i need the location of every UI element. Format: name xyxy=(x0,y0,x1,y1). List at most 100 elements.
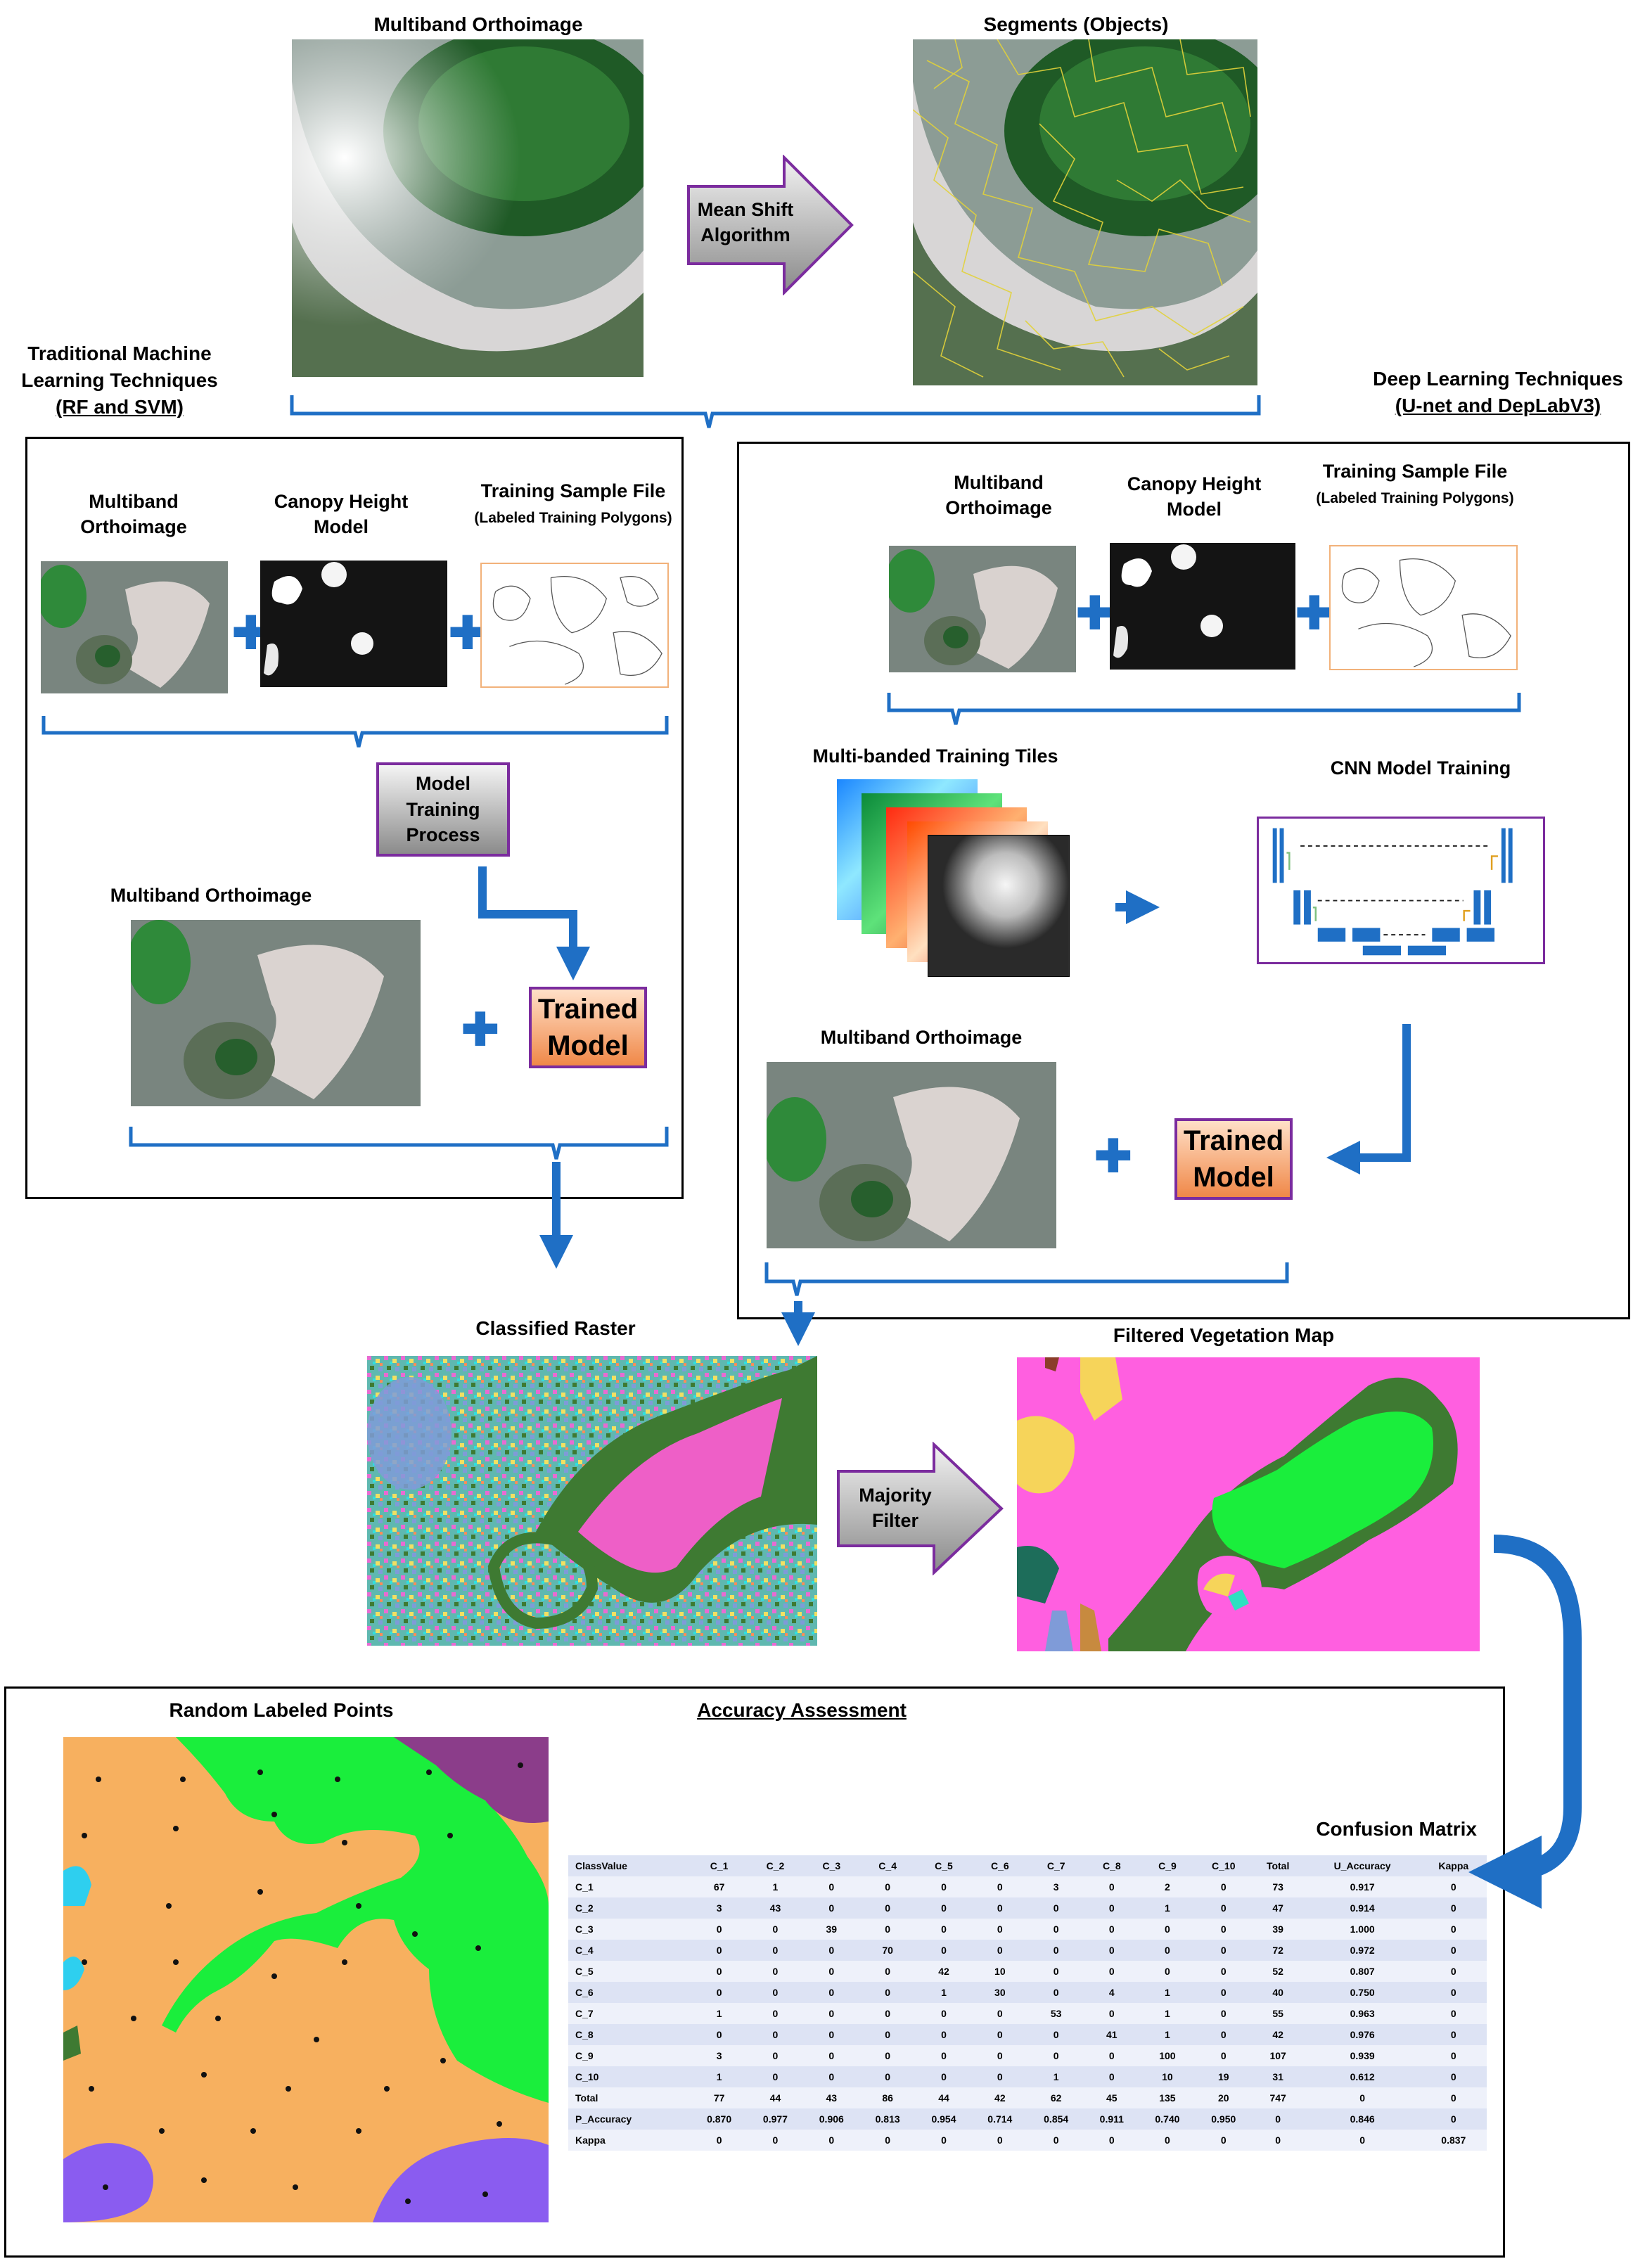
matrix-row: P_Accuracy 0.870 0.977 0.906 0.813 0.954 0.714… xyxy=(568,2108,1487,2130)
matrix-row: C_3 0 0 39 0 0 0 0 0 0 0 39 1.000 0 xyxy=(568,1919,1487,1940)
matrix-cell: 42 xyxy=(1251,2024,1305,2045)
classified-title: Classified Raster xyxy=(475,1317,636,1339)
matrix-cell: 0 xyxy=(859,2024,916,2045)
matrix-cell: C_9 xyxy=(1139,1855,1196,1876)
matrix-cell: 0 xyxy=(1195,2045,1252,2066)
matrix-cell: C_3 xyxy=(568,1919,691,1940)
matrix-cell: 0.714 xyxy=(971,2108,1028,2130)
matrix-cell: 0 xyxy=(1420,1940,1487,1961)
matrix-cell: 43 xyxy=(803,2087,860,2108)
matrix-cell: 10 xyxy=(1139,2066,1196,2087)
trad-ortho-label: Multiband Orthoimage xyxy=(80,491,187,538)
matrix-cell: 19 xyxy=(1195,2066,1252,2087)
matrix-row: C_5 0 0 0 0 42 10 0 0 0 0 52 0.807 0 xyxy=(568,1961,1487,1982)
traditional-subheading: (RF and SVM) xyxy=(56,395,184,418)
matrix-cell: 100 xyxy=(1139,2045,1196,2066)
deep-heading-text: Deep Learning Techniques xyxy=(1373,368,1623,390)
matrix-cell: 0 xyxy=(971,1876,1028,1897)
matrix-cell: 53 xyxy=(1027,2003,1084,2024)
matrix-cell: 107 xyxy=(1251,2045,1305,2066)
matrix-cell: 0 xyxy=(1420,2087,1487,2108)
matrix-cell: 0 xyxy=(1084,2003,1139,2024)
matrix-cell: P_Accuracy xyxy=(568,2108,691,2130)
matrix-cell: 0 xyxy=(1027,2045,1084,2066)
matrix-cell: 0 xyxy=(1420,1897,1487,1919)
matrix-cell: 0 xyxy=(1027,2024,1084,2045)
matrix-cell: 0 xyxy=(1420,2024,1487,2045)
matrix-cell: 0 xyxy=(971,1919,1028,1940)
matrix-cell: ClassValue xyxy=(568,1855,691,1876)
matrix-cell: 0.854 xyxy=(1027,2108,1084,2130)
matrix-cell: 0 xyxy=(859,1897,916,1919)
matrix-cell: 0 xyxy=(1084,2066,1139,2087)
matrix-cell: 1 xyxy=(1139,1982,1196,2003)
traditional-heading-text: Traditional Machine Learning Techniques xyxy=(21,343,218,391)
matrix-cell: 0 xyxy=(1251,2108,1305,2130)
random-points-map xyxy=(63,1737,549,2222)
matrix-cell: 135 xyxy=(1139,2087,1196,2108)
tiles-title: Multi-banded Training Tiles xyxy=(812,745,1058,767)
matrix-cell: 0 xyxy=(747,2003,804,2024)
matrix-cell: 0 xyxy=(1139,1919,1196,1940)
matrix-cell: 0 xyxy=(803,2045,860,2066)
matrix-cell: 0 xyxy=(859,2130,916,2151)
matrix-cell: 42 xyxy=(916,1961,972,1982)
matrix-cell: 0 xyxy=(1420,2108,1487,2130)
matrix-cell: 0 xyxy=(1084,1961,1139,1982)
matrix-cell: 0 xyxy=(747,2024,804,2045)
matrix-row: Kappa 0 0 0 0 0 0 0 0 0 0 0 0 0.837 xyxy=(568,2130,1487,2151)
matrix-row: C_4 0 0 0 70 0 0 0 0 0 0 72 0.972 0 xyxy=(568,1940,1487,1961)
deep-heading: Deep Learning Techniques (U-net and DepL… xyxy=(1350,366,1646,419)
matrix-cell: 0 xyxy=(691,1940,748,1961)
matrix-row: Total 77 44 43 86 44 42 62 45 135 20 747 0 0 xyxy=(568,2087,1487,2108)
matrix-cell: 67 xyxy=(691,1876,748,1897)
matrix-row: C_2 3 43 0 0 0 0 0 0 1 0 47 0.914 0 xyxy=(568,1897,1487,1919)
matrix-cell: 0 xyxy=(803,2003,860,2024)
matrix-cell: 0 xyxy=(916,2024,972,2045)
deep-training-text: Training Sample File xyxy=(1322,461,1508,482)
matrix-cell: 0 xyxy=(1420,1919,1487,1940)
matrix-row: C_6 0 0 0 0 1 30 0 4 1 0 40 0.750 0 xyxy=(568,1982,1487,2003)
filtered-vegetation-map xyxy=(1017,1357,1480,1651)
matrix-cell: 0 xyxy=(803,2066,860,2087)
matrix-cell: 42 xyxy=(971,2087,1028,2108)
matrix-cell: C_7 xyxy=(568,2003,691,2024)
matrix-cell: 0 xyxy=(747,1961,804,1982)
matrix-cell: 0 xyxy=(1027,1940,1084,1961)
matrix-cell: 0 xyxy=(971,2003,1028,2024)
mean-shift-arrow: Mean Shift Algorithm xyxy=(686,155,854,295)
matrix-cell: 70 xyxy=(859,1940,916,1961)
segments-image xyxy=(913,39,1257,385)
matrix-cell: 0 xyxy=(971,2024,1028,2045)
matrix-cell: Total xyxy=(568,2087,691,2108)
matrix-cell: 0 xyxy=(859,2045,916,2066)
deep-ortho-thumb xyxy=(889,546,1076,672)
matrix-cell: 0 xyxy=(747,2045,804,2066)
matrix-cell: 0.813 xyxy=(859,2108,916,2130)
matrix-cell: 0 xyxy=(1304,2087,1421,2108)
matrix-cell: 0 xyxy=(1420,1982,1487,2003)
matrix-cell: 44 xyxy=(916,2087,972,2108)
matrix-cell: Total xyxy=(1251,1855,1305,1876)
matrix-cell: 1 xyxy=(1139,2003,1196,2024)
matrix-row: C_8 0 0 0 0 0 0 0 41 1 0 42 0.976 0 xyxy=(568,2024,1487,2045)
matrix-cell: C_10 xyxy=(1195,1855,1252,1876)
matrix-cell: 0 xyxy=(1420,2045,1487,2066)
matrix-cell: 0 xyxy=(859,1982,916,2003)
matrix-cell: 0 xyxy=(1420,1961,1487,1982)
matrix-cell: C_6 xyxy=(971,1855,1028,1876)
matrix-cell: 0.750 xyxy=(1304,1982,1421,2003)
cnn-title: CNN Model Training xyxy=(1330,757,1511,779)
trad-training-label: Training Sample File (Labeled Training P… xyxy=(468,478,679,530)
matrix-cell: 0 xyxy=(1139,1961,1196,1982)
matrix-cell: 747 xyxy=(1251,2087,1305,2108)
matrix-cell: 0 xyxy=(803,1876,860,1897)
top-orthoimage xyxy=(292,39,643,377)
matrix-cell: 0 xyxy=(1027,1982,1084,2003)
matrix-header-row: ClassValue C_1 C_2 C_3 C_4 C_5 C_6 C_7 C_8 C_9 C_1… xyxy=(568,1855,1487,1876)
matrix-row: C_7 1 0 0 0 0 0 53 0 1 0 55 0.963 0 xyxy=(568,2003,1487,2024)
matrix-cell: Kappa xyxy=(1420,1855,1487,1876)
trad-training-thumb xyxy=(480,563,669,688)
matrix-cell: 3 xyxy=(1027,1876,1084,1897)
matrix-cell: 1 xyxy=(1139,2024,1196,2045)
